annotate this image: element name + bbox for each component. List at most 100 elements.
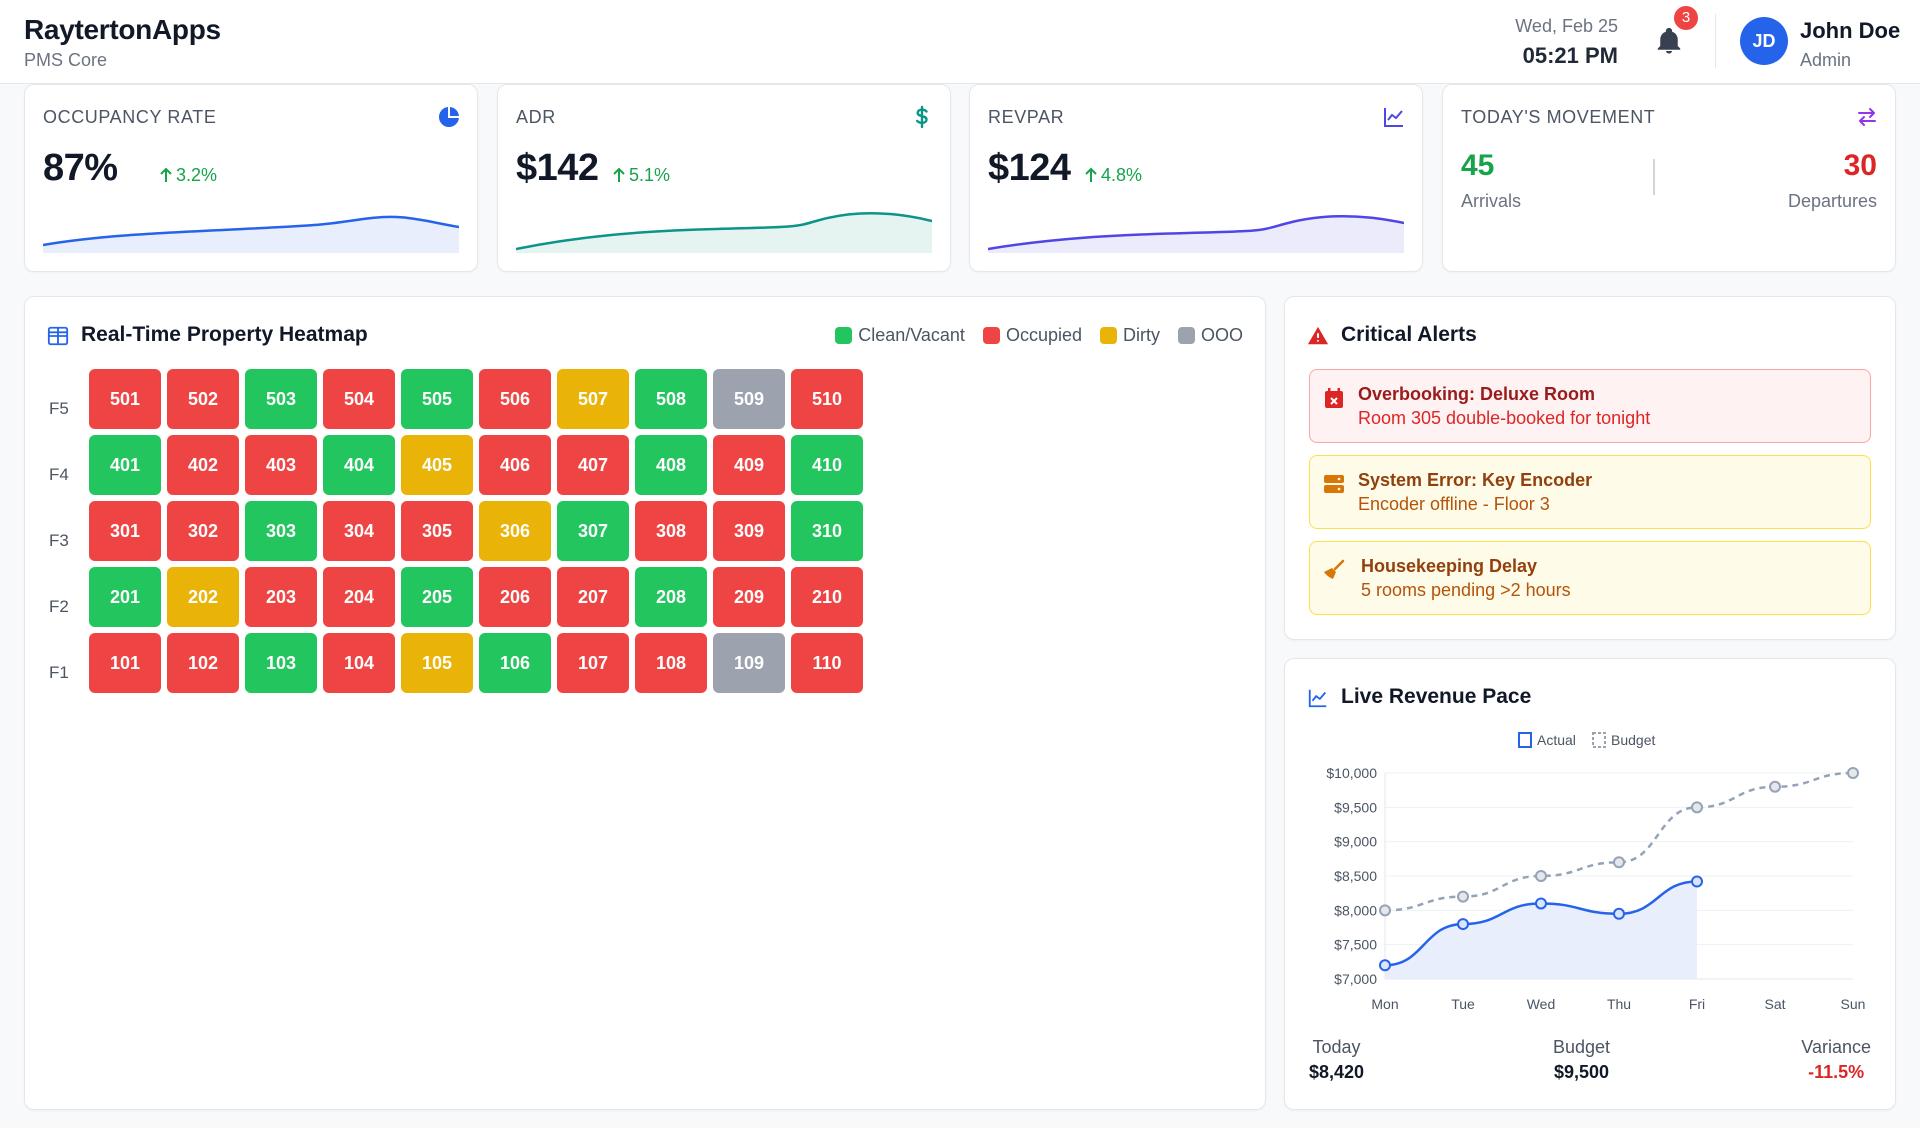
room-tile[interactable]: 405	[401, 435, 473, 495]
sparkline	[988, 214, 1404, 253]
room-tile[interactable]: 301	[89, 501, 161, 561]
room-tile[interactable]: 107	[557, 633, 629, 693]
brand-name: RaytertonApps	[24, 14, 221, 45]
room-tile[interactable]: 504	[323, 369, 395, 429]
alert-title: Overbooking: Deluxe Room	[1358, 384, 1596, 404]
room-tile[interactable]: 201	[89, 567, 161, 627]
floor-label: F5	[49, 399, 69, 418]
kpi-value: $142	[516, 147, 599, 189]
clock: Wed, Feb 25 05:21 PM	[1515, 16, 1618, 69]
room-tile[interactable]: 106	[479, 633, 551, 693]
room-tile[interactable]: 206	[479, 567, 551, 627]
room-tile[interactable]: 203	[245, 567, 317, 627]
room-tile[interactable]: 307	[557, 501, 629, 561]
room-tile[interactable]: 506	[479, 369, 551, 429]
today-value: $8,420	[1309, 1062, 1365, 1082]
arrow-up-icon	[1085, 167, 1097, 182]
swap-arrows-icon	[1858, 108, 1876, 126]
avatar[interactable]: JD	[1740, 17, 1788, 65]
room-tile[interactable]: 109	[713, 633, 785, 693]
room-tile[interactable]: 209	[713, 567, 785, 627]
room-tile[interactable]: 406	[479, 435, 551, 495]
room-tile[interactable]: 108	[635, 633, 707, 693]
room-tile[interactable]: 402	[167, 435, 239, 495]
room-tile[interactable]: 508	[635, 369, 707, 429]
brand[interactable]: RaytertonApps PMS Core	[24, 14, 221, 71]
room-tile[interactable]: 110	[791, 633, 863, 693]
user-menu[interactable]: John Doe Admin	[1800, 18, 1900, 71]
grid-icon	[47, 326, 69, 346]
alert-detail: Room 305 double-booked for tonight	[1358, 408, 1651, 428]
y-tick-label: $10,000	[1326, 765, 1377, 781]
room-tile[interactable]: 407	[557, 435, 629, 495]
y-tick-label: $7,000	[1334, 971, 1377, 987]
legend-occupied: Occupied	[982, 325, 1082, 346]
room-tile[interactable]: 410	[791, 435, 863, 495]
room-tile[interactable]: 509	[713, 369, 785, 429]
room-tile[interactable]: 102	[167, 633, 239, 693]
room-tile[interactable]: 401	[89, 435, 161, 495]
room-tile[interactable]: 207	[557, 567, 629, 627]
kpi-card-occupancy[interactable]: OCCUPANCY RATE 87% 3.2%	[24, 84, 478, 272]
arrivals-count: 45	[1461, 149, 1495, 182]
room-tile[interactable]: 409	[713, 435, 785, 495]
budget-point	[1847, 767, 1859, 779]
kpi-card-adr[interactable]: ADR $142 5.1%	[497, 84, 951, 272]
kpi-change-value: 4.8%	[1101, 165, 1143, 185]
room-tile[interactable]: 306	[479, 501, 551, 561]
room-tile[interactable]: 202	[167, 567, 239, 627]
heatmap-panel: Real-Time Property Heatmap Clean/Vacant …	[24, 296, 1266, 1110]
room-tile[interactable]: 503	[245, 369, 317, 429]
room-tile[interactable]: 502	[167, 369, 239, 429]
warning-icon	[1307, 326, 1329, 345]
sparkline	[516, 212, 932, 253]
x-tick-label: Wed	[1527, 996, 1556, 1012]
room-tile[interactable]: 505	[401, 369, 473, 429]
actual-point	[1535, 897, 1547, 910]
room-tile[interactable]: 310	[791, 501, 863, 561]
room-tile[interactable]: 210	[791, 567, 863, 627]
alert-housekeeping[interactable]: Housekeeping Delay 5 rooms pending >2 ho…	[1309, 541, 1871, 615]
legend-budget-label: Budget	[1611, 732, 1655, 748]
room-tile[interactable]: 208	[635, 567, 707, 627]
room-tile[interactable]: 101	[89, 633, 161, 693]
movement-divider	[1653, 159, 1655, 195]
room-tile[interactable]: 103	[245, 633, 317, 693]
room-tile[interactable]: 507	[557, 369, 629, 429]
room-tile[interactable]: 404	[323, 435, 395, 495]
kpi-title: TODAY'S MOVEMENT	[1461, 107, 1656, 127]
floor-label: F3	[49, 531, 69, 550]
top-header: RaytertonApps PMS Core Wed, Feb 25 05:21…	[0, 0, 1920, 84]
clock-date: Wed, Feb 25	[1515, 16, 1618, 36]
room-tile[interactable]: 403	[245, 435, 317, 495]
alert-overbooking[interactable]: Overbooking: Deluxe Room Room 305 double…	[1309, 369, 1871, 443]
arrow-up-icon	[613, 167, 625, 182]
departures-label: Departures	[1787, 191, 1877, 211]
notification-badge: 3	[1674, 6, 1698, 30]
budget-point	[1379, 904, 1391, 917]
broom-icon	[1324, 559, 1345, 579]
room-tile[interactable]: 309	[713, 501, 785, 561]
kpi-change-value: 3.2%	[176, 165, 218, 185]
room-tile[interactable]: 510	[791, 369, 863, 429]
legend-dirty: Dirty	[1099, 325, 1160, 346]
room-tile[interactable]: 105	[401, 633, 473, 693]
room-tile[interactable]: 205	[401, 567, 473, 627]
room-tile[interactable]: 305	[401, 501, 473, 561]
room-tile[interactable]: 308	[635, 501, 707, 561]
room-tile[interactable]: 408	[635, 435, 707, 495]
room-tile[interactable]: 302	[167, 501, 239, 561]
room-tile[interactable]: 204	[323, 567, 395, 627]
today-label: Today	[1312, 1037, 1361, 1057]
kpi-card-revpar[interactable]: REVPAR $124 4.8%	[969, 84, 1423, 272]
alert-key-encoder[interactable]: System Error: Key Encoder Encoder offlin…	[1309, 455, 1871, 529]
kpi-card-movement[interactable]: TODAY'S MOVEMENT 45 Arrivals 30 Departur…	[1442, 84, 1896, 272]
room-tile[interactable]: 304	[323, 501, 395, 561]
room-tile[interactable]: 501	[89, 369, 161, 429]
variance-stat: Variance -11.5%	[1801, 1037, 1871, 1083]
floor-label: F1	[49, 663, 69, 682]
room-tile[interactable]: 104	[323, 633, 395, 693]
budget-point	[1457, 890, 1469, 903]
bell-icon[interactable]	[1654, 26, 1684, 56]
room-tile[interactable]: 303	[245, 501, 317, 561]
